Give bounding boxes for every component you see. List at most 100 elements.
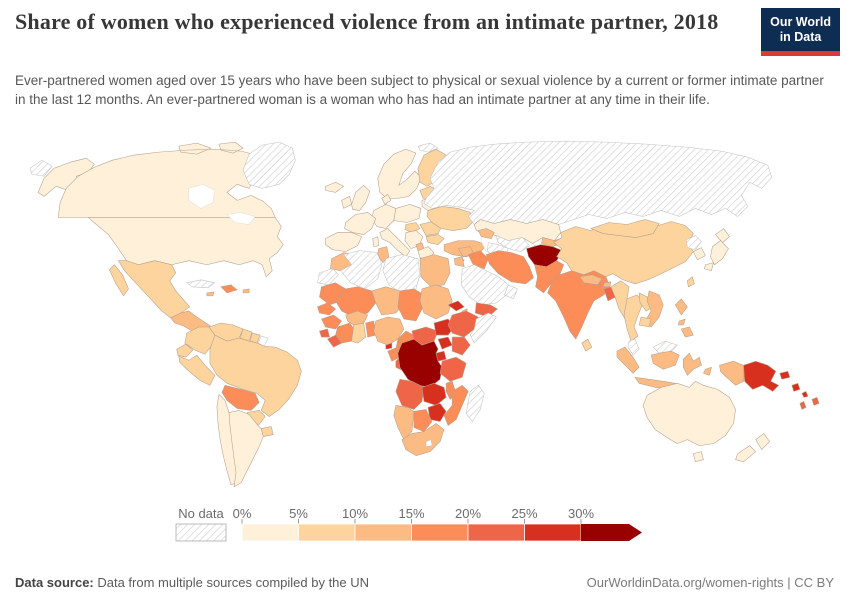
country-iran[interactable]	[486, 250, 534, 285]
legend-tick-label-5: 25%	[511, 506, 537, 521]
country-yemen[interactable]	[474, 302, 498, 318]
country-mozambique[interactable]	[443, 385, 469, 426]
country-brazil[interactable]	[209, 334, 302, 417]
country-senegal[interactable]	[317, 302, 336, 316]
world-map	[29, 140, 820, 488]
country-sierra-leone[interactable]	[319, 328, 330, 338]
country-bhutan[interactable]	[602, 281, 612, 288]
country-angola[interactable]	[395, 379, 425, 410]
country-norway-sweden[interactable]	[377, 148, 422, 199]
country-egypt[interactable]	[419, 254, 451, 288]
country-mongolia[interactable]	[590, 219, 660, 238]
country-chad[interactable]	[397, 288, 425, 322]
country-jamaica[interactable]	[206, 291, 215, 297]
country-greenland[interactable]	[242, 141, 296, 189]
legend-no-data-label: No data	[178, 506, 224, 521]
legend-tick-label-0: 0%	[233, 506, 252, 521]
page-title: Share of women who experienced violence …	[15, 9, 719, 34]
country-bulgaria[interactable]	[425, 234, 445, 245]
country-russia[interactable]	[423, 140, 773, 225]
map-legend: No data 0% 5% 10% 15% 20% 25% 30%	[175, 506, 642, 542]
country-france[interactable]	[344, 212, 377, 235]
country-burkina-faso[interactable]	[345, 310, 368, 326]
data-source: Data source: Data from multiple sources …	[15, 575, 369, 590]
country-uzbekistan[interactable]	[496, 235, 530, 252]
country-argentina[interactable]	[228, 410, 264, 488]
country-north-korea[interactable]	[686, 235, 702, 250]
country-lesotho[interactable]	[425, 439, 433, 447]
country-namibia[interactable]	[393, 405, 415, 440]
country-svalbard[interactable]	[417, 142, 439, 153]
owid-link[interactable]: OurWorldinData.org/women-rights | CC BY	[586, 575, 834, 590]
country-poland[interactable]	[393, 204, 422, 223]
country-tanzania[interactable]	[439, 356, 467, 382]
country-uganda[interactable]	[437, 336, 453, 350]
legend-segment-1[interactable]	[298, 523, 356, 542]
country-australia[interactable]	[642, 381, 736, 462]
country-nepal[interactable]	[579, 274, 603, 286]
country-kenya[interactable]	[451, 336, 471, 356]
country-ethiopia[interactable]	[447, 310, 479, 338]
country-png[interactable]	[743, 360, 791, 392]
country-sri-lanka[interactable]	[581, 338, 593, 352]
country-taiwan[interactable]	[687, 276, 695, 288]
legend-tick-label-1: 5%	[289, 506, 308, 521]
legend-no-data-swatch[interactable]	[175, 523, 227, 542]
country-caucasus[interactable]	[477, 228, 495, 239]
country-guinea[interactable]	[321, 314, 342, 330]
country-vietnam[interactable]	[644, 290, 664, 328]
country-ecuador[interactable]	[176, 343, 194, 358]
country-canada[interactable]	[57, 141, 276, 218]
country-fiji[interactable]	[811, 397, 820, 406]
country-puerto-rico[interactable]	[242, 288, 250, 294]
legend-segment-2[interactable]	[354, 523, 412, 542]
country-western-sahara[interactable]	[317, 268, 339, 286]
country-solomon-islands[interactable]	[791, 383, 809, 398]
country-malaysia[interactable]	[627, 338, 678, 356]
hudson-bay	[188, 184, 216, 209]
country-germany-central[interactable]	[371, 204, 397, 229]
owid-logo[interactable]: Our World in Data	[761, 8, 840, 56]
country-madagascar[interactable]	[465, 385, 485, 422]
chart-subtitle: Ever-partnered women aged over 15 years …	[15, 73, 824, 107]
country-iceland[interactable]	[325, 182, 344, 193]
country-philippines[interactable]	[674, 298, 694, 338]
country-oman[interactable]	[504, 284, 518, 300]
country-eq-guinea[interactable]	[385, 342, 393, 350]
country-denmark[interactable]	[381, 194, 392, 205]
country-algeria[interactable]	[340, 250, 383, 290]
country-rwanda-burundi[interactable]	[435, 350, 447, 362]
country-japan[interactable]	[704, 228, 730, 272]
country-sudan[interactable]	[419, 284, 453, 320]
country-iberia[interactable]	[325, 232, 362, 252]
country-corsica-sardinia[interactable]	[372, 236, 380, 247]
country-mexico[interactable]	[109, 260, 191, 319]
country-peru[interactable]	[178, 354, 216, 386]
country-botswana[interactable]	[413, 409, 433, 432]
legend-segment-6-arrow[interactable]	[581, 524, 642, 541]
country-south-korea[interactable]	[693, 247, 706, 260]
legend-segment-3[interactable]	[411, 523, 469, 542]
country-somalia[interactable]	[469, 312, 497, 344]
country-usa[interactable]	[88, 217, 284, 278]
legend-segment-5[interactable]	[524, 523, 582, 542]
country-russia-chukotka[interactable]	[29, 159, 53, 177]
country-uk[interactable]	[351, 185, 370, 211]
country-vanuatu[interactable]	[799, 401, 807, 410]
country-new-zealand[interactable]	[735, 433, 771, 462]
country-cambodia[interactable]	[638, 316, 652, 328]
legend-segment-4[interactable]	[467, 523, 525, 542]
country-ukraine[interactable]	[426, 206, 475, 231]
country-bolivia[interactable]	[221, 385, 260, 411]
country-zambia[interactable]	[421, 383, 447, 406]
country-iraq[interactable]	[467, 250, 489, 270]
country-cuba[interactable]	[186, 279, 216, 289]
country-eritrea[interactable]	[447, 300, 465, 312]
country-south-africa[interactable]	[401, 423, 445, 456]
country-ghana[interactable]	[351, 322, 366, 344]
country-libya[interactable]	[382, 254, 421, 294]
country-hispaniola[interactable]	[220, 284, 238, 294]
country-jordan-israel[interactable]	[453, 256, 465, 268]
legend-segment-0[interactable]	[241, 523, 299, 542]
country-ireland[interactable]	[341, 196, 352, 209]
